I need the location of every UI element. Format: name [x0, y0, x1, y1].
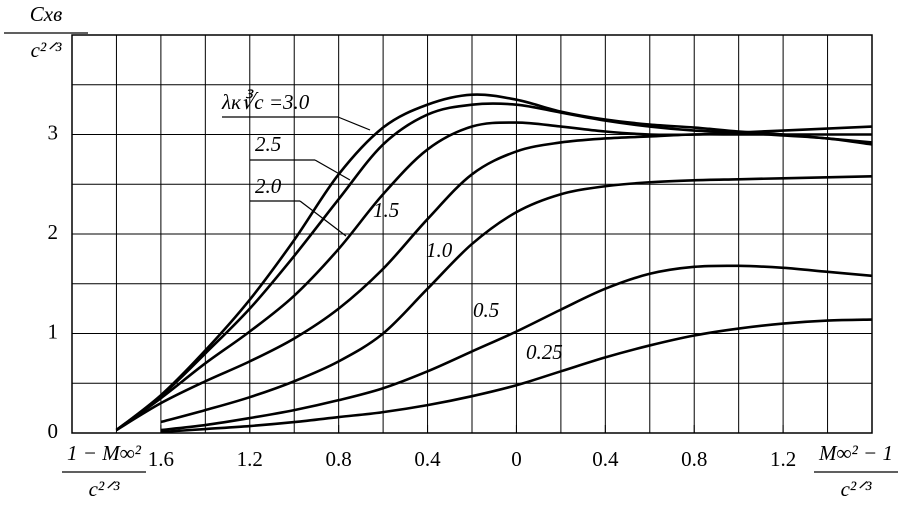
curve-label: 2.5: [255, 132, 281, 156]
curve-label: 0.25: [526, 340, 563, 364]
leader-line: [314, 159, 351, 181]
x-label-right-denominator: c²ᐟ³: [841, 477, 873, 501]
x-tick-label: 0: [511, 447, 522, 471]
y-tick-label: 0: [48, 419, 59, 443]
x-tick-label: 1.2: [237, 447, 263, 471]
curve: [115, 93, 873, 432]
curve-label: 2.0: [255, 174, 282, 198]
curve: [160, 264, 873, 432]
y-label-denominator: c²ᐟ³: [31, 38, 63, 62]
x-tick-label: 1.6: [148, 447, 174, 471]
leader-line: [337, 116, 371, 131]
curve: [160, 174, 873, 424]
x-label-right-numerator: M∞² − 1: [818, 441, 893, 465]
y-tick-label: 3: [48, 120, 59, 144]
x-tick-label: 0.4: [414, 447, 441, 471]
curve-label: 1.5: [373, 198, 399, 222]
curve: [115, 133, 872, 432]
curve: [115, 121, 873, 432]
y-tick-label: 1: [48, 319, 59, 343]
leader-line: [299, 200, 347, 237]
x-tick-label: 0.8: [681, 447, 707, 471]
y-tick-label: 2: [48, 220, 59, 244]
x-tick-label: 0.8: [326, 447, 352, 471]
x-tick-label: 1.2: [770, 447, 796, 471]
y-label-numerator: Cxв: [30, 2, 62, 26]
x-tick-label: 0.4: [592, 447, 619, 471]
x-label-left-numerator: 1 − M∞²: [67, 441, 142, 465]
curve-label: 1.0: [426, 238, 453, 262]
curve-label: λк∛c =3.0: [221, 89, 310, 114]
x-label-left-denominator: c²ᐟ³: [89, 477, 121, 501]
curve: [160, 318, 873, 434]
curve-label: 0.5: [473, 298, 499, 322]
